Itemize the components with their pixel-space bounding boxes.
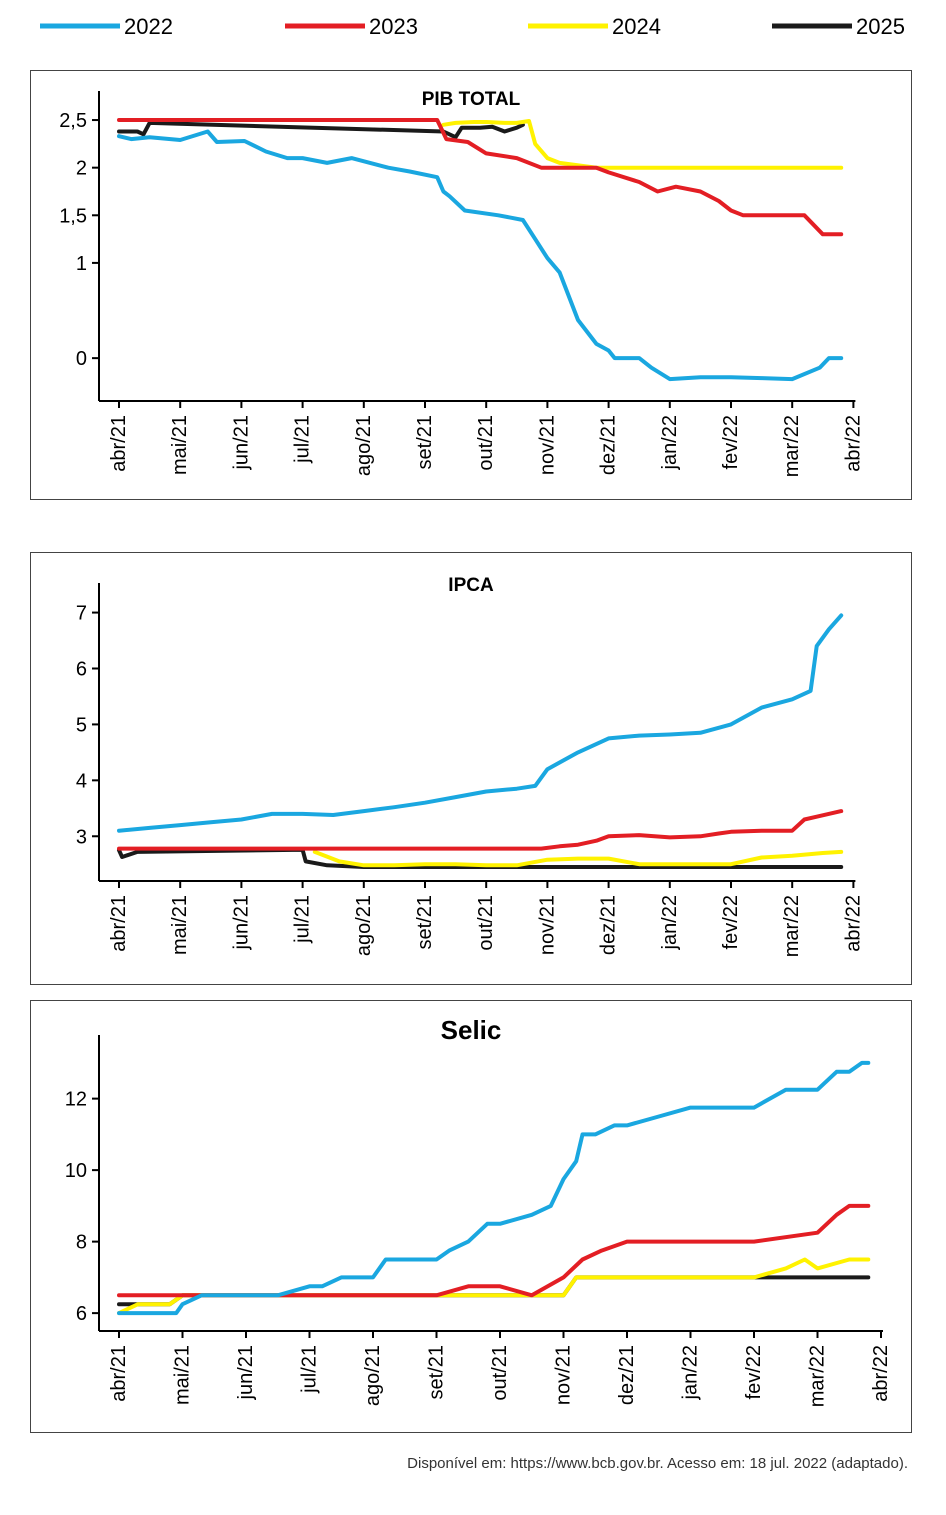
y-tick-label: 8	[76, 1232, 87, 1254]
legend-item-2023: 2023	[285, 14, 418, 39]
x-tick-label: ago/21	[353, 415, 375, 476]
y-tick-label: 2,5	[59, 110, 87, 132]
x-tick-label: abr/21	[108, 415, 130, 472]
x-tick-label: nov/21	[536, 415, 558, 475]
x-tick-label: out/21	[475, 895, 497, 951]
x-tick-label: jan/22	[659, 895, 681, 951]
x-tick-label: out/21	[489, 1345, 511, 1401]
pib-total-chart: PIB TOTAL 0 1 1,5 2 2,5 abr/21 mai/21 jun/21 jul/…	[59, 89, 864, 477]
y-tick-label: 1,5	[59, 205, 87, 227]
x-tick-label: mai/21	[169, 895, 191, 955]
y-tick-label: 3	[76, 826, 87, 848]
y-tick-label: 0	[76, 348, 87, 370]
x-tick-label: set/21	[426, 1345, 448, 1399]
series-line-2024	[117, 1257, 871, 1316]
x-tick-label: jun/21	[230, 895, 252, 951]
y-tick-label: 10	[65, 1160, 87, 1182]
x-tick-label: nov/21	[536, 895, 558, 955]
legend-label-2025: 2025	[856, 14, 905, 39]
x-tick-label: abr/22	[842, 895, 864, 952]
x-tick-label: jun/21	[230, 415, 252, 471]
x-tick-label: mar/22	[807, 1345, 829, 1407]
x-tick-label: dez/21	[616, 1345, 638, 1405]
series-line-2023	[117, 809, 844, 851]
x-tick-label: fev/22	[743, 1345, 765, 1399]
x-tick-label: ago/21	[353, 895, 375, 956]
x-tick-label: ago/21	[362, 1345, 384, 1406]
series-line-2025	[117, 1275, 871, 1307]
x-tick-label: set/21	[414, 415, 436, 469]
x-tick-label: jan/22	[659, 415, 681, 471]
x-tick-label: fev/22	[720, 415, 742, 469]
x-tick-label: abr/21	[108, 895, 130, 952]
series-line-2023	[117, 118, 844, 237]
legend-label-2023: 2023	[369, 14, 418, 39]
legend-item-2022: 2022	[40, 14, 173, 39]
legend-label-2024: 2024	[612, 14, 661, 39]
x-tick-label: mar/22	[781, 895, 803, 957]
x-tick-label: mai/21	[169, 415, 191, 475]
series-line-2023	[117, 1203, 871, 1298]
x-tick-label: jul/21	[292, 895, 314, 944]
legend-item-2025: 2025	[772, 14, 905, 39]
x-tick-label: dez/21	[598, 415, 620, 475]
pib-total-chart-panel: PIB TOTAL 0 1 1,5 2 2,5 abr/21 mai/21 jun/21 jul/…	[30, 70, 912, 500]
selic-chart-panel: Selic 6 8 10 12 abr/21 mai/21 jun/21 jul/21 ago/2…	[30, 1000, 912, 1433]
selic-chart: Selic 6 8 10 12 abr/21 mai/21 jun/21 jul/21 ago/2…	[65, 1015, 892, 1407]
x-tick-label: dez/21	[598, 895, 620, 955]
x-tick-label: jan/22	[680, 1345, 702, 1401]
chart-title: Selic	[441, 1015, 502, 1045]
series-line-2022	[117, 613, 844, 833]
y-tick-label: 2	[76, 158, 87, 180]
y-tick-label: 7	[76, 603, 87, 625]
y-tick-label: 5	[76, 714, 87, 736]
series-line-2025	[117, 120, 525, 140]
y-tick-label: 12	[65, 1089, 87, 1111]
series-line-2022	[117, 129, 844, 382]
x-tick-label: abr/22	[842, 415, 864, 472]
y-tick-label: 1	[76, 253, 87, 275]
x-tick-label: nov/21	[553, 1345, 575, 1405]
ipca-chart: IPCA 3 4 5 6 7 abr/21 mai/21 jun/21 jul/21 ago/21 s…	[76, 575, 865, 957]
chart-legend: 2022 2023 2024 2025	[40, 14, 905, 39]
y-tick-label: 6	[76, 658, 87, 680]
series-line-2022	[117, 1060, 871, 1316]
x-tick-label: jul/21	[299, 1345, 321, 1394]
y-tick-label: 4	[76, 770, 87, 792]
y-tick-label: 6	[76, 1303, 87, 1325]
ipca-chart-panel: IPCA 3 4 5 6 7 abr/21 mai/21 jun/21 jul/21 ago/21 s…	[30, 552, 912, 985]
x-tick-label: mai/21	[172, 1345, 194, 1405]
x-tick-label: abr/22	[870, 1345, 892, 1402]
series-line-2024	[441, 119, 844, 170]
x-tick-label: jun/21	[235, 1345, 257, 1401]
x-tick-label: jul/21	[292, 415, 314, 464]
legend-item-2024: 2024	[528, 14, 661, 39]
legend-label-2022: 2022	[124, 14, 173, 39]
source-note: Disponível em: https://www.bcb.gov.br. A…	[407, 1455, 908, 1472]
series-line-2024	[312, 849, 844, 868]
x-tick-label: abr/21	[108, 1345, 130, 1402]
chart-title: PIB TOTAL	[422, 89, 521, 110]
x-tick-label: fev/22	[720, 895, 742, 949]
x-tick-label: out/21	[475, 415, 497, 471]
chart-title: IPCA	[448, 575, 494, 596]
x-tick-label: set/21	[414, 895, 436, 949]
x-tick-label: mar/22	[781, 415, 803, 477]
series-line-2025	[117, 847, 844, 869]
